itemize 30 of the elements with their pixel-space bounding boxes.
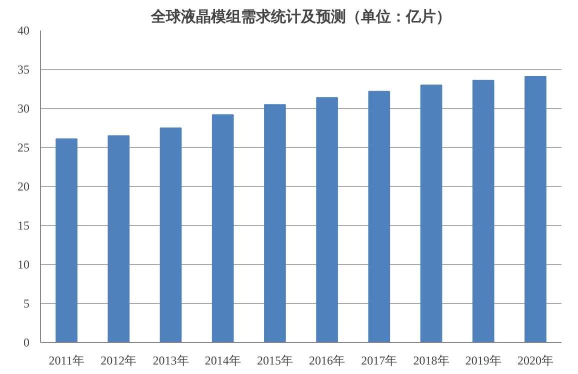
bar [264, 104, 286, 342]
y-tick-label: 5 [24, 296, 30, 310]
x-tick-label: 2012年 [100, 354, 137, 368]
y-tick-label: 0 [24, 336, 30, 350]
bar [316, 97, 338, 342]
x-tick-label: 2016年 [309, 354, 346, 368]
bar [108, 135, 130, 342]
x-tick-label: 2013年 [152, 354, 189, 368]
y-tick-label: 35 [18, 62, 30, 76]
bar [368, 90, 390, 342]
chart-title: 全球液晶模组需求统计及预测（单位：亿片） [150, 8, 451, 26]
bar [56, 138, 78, 342]
y-tick-label: 10 [18, 258, 30, 272]
x-tick-label: 2020年 [517, 354, 554, 368]
bar [524, 76, 546, 342]
x-tick-label: 2018年 [413, 354, 450, 368]
x-tick-label: 2011年 [48, 354, 84, 368]
y-tick-label: 15 [18, 218, 30, 232]
y-tick-label: 30 [18, 102, 30, 116]
y-tick-label: 40 [18, 24, 30, 38]
bar [212, 114, 234, 342]
y-tick-label: 25 [18, 140, 30, 154]
x-tick-label: 2019年 [465, 354, 502, 368]
y-tick-label: 20 [18, 180, 30, 194]
bar [420, 84, 442, 342]
x-tick-label: 2014年 [204, 354, 241, 368]
bar [160, 128, 182, 342]
bar [472, 80, 494, 342]
x-tick-label: 2015年 [256, 354, 293, 368]
x-tick-label: 2017年 [361, 354, 398, 368]
